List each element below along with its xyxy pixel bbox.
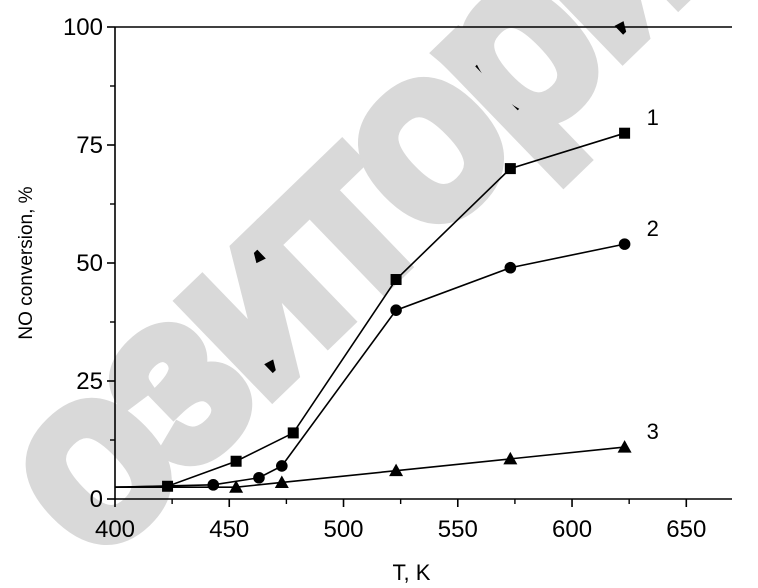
data-point-circle <box>390 304 402 317</box>
data-point-circle <box>504 261 517 274</box>
data-point-triangle <box>389 463 404 477</box>
data-point-square <box>230 455 242 467</box>
data-point-triangle <box>274 475 289 488</box>
y-ticks: 0 25 50 75 100 <box>63 14 115 513</box>
data-point-triangle <box>503 451 518 465</box>
y-axis-label: NO conversion, % <box>16 186 37 339</box>
data-point-circle <box>276 460 288 472</box>
series-line <box>114 243 625 488</box>
y-tick-label: 50 <box>76 250 103 277</box>
data-point-triangle <box>229 480 244 493</box>
data-point-square <box>619 127 631 139</box>
series-label: 3 <box>647 419 659 444</box>
data-point-square <box>504 163 516 175</box>
data-point-square <box>287 427 299 439</box>
series-label: 1 <box>647 105 659 130</box>
x-tick-label: 650 <box>666 516 706 543</box>
x-tick-label: 400 <box>95 516 135 543</box>
y-tick-label: 100 <box>63 14 103 41</box>
data-point-square <box>390 274 402 286</box>
series-3: 3 <box>115 419 659 493</box>
x-ticks: 400 450 500 550 600 650 <box>95 499 706 543</box>
series-line <box>114 132 625 488</box>
x-tick-label: 450 <box>209 516 249 543</box>
series: 1 2 3 <box>114 105 659 493</box>
data-point-circle <box>253 471 265 484</box>
data-point-circle <box>618 238 631 250</box>
data-point-circle <box>207 479 220 491</box>
data-point-triangle <box>617 440 632 453</box>
series-line <box>115 446 625 489</box>
x-axis-label: T, K <box>393 560 431 585</box>
y-tick-label: 0 <box>90 486 103 513</box>
series-2: 2 <box>114 216 659 491</box>
x-tick-label: 600 <box>552 516 592 543</box>
y-tick-label: 25 <box>76 368 103 395</box>
series-label: 2 <box>647 216 659 241</box>
x-tick-label: 550 <box>438 516 478 543</box>
series-1: 1 <box>114 105 659 492</box>
x-tick-label: 500 <box>323 516 363 543</box>
axes <box>114 26 732 500</box>
y-tick-label: 75 <box>76 132 103 159</box>
